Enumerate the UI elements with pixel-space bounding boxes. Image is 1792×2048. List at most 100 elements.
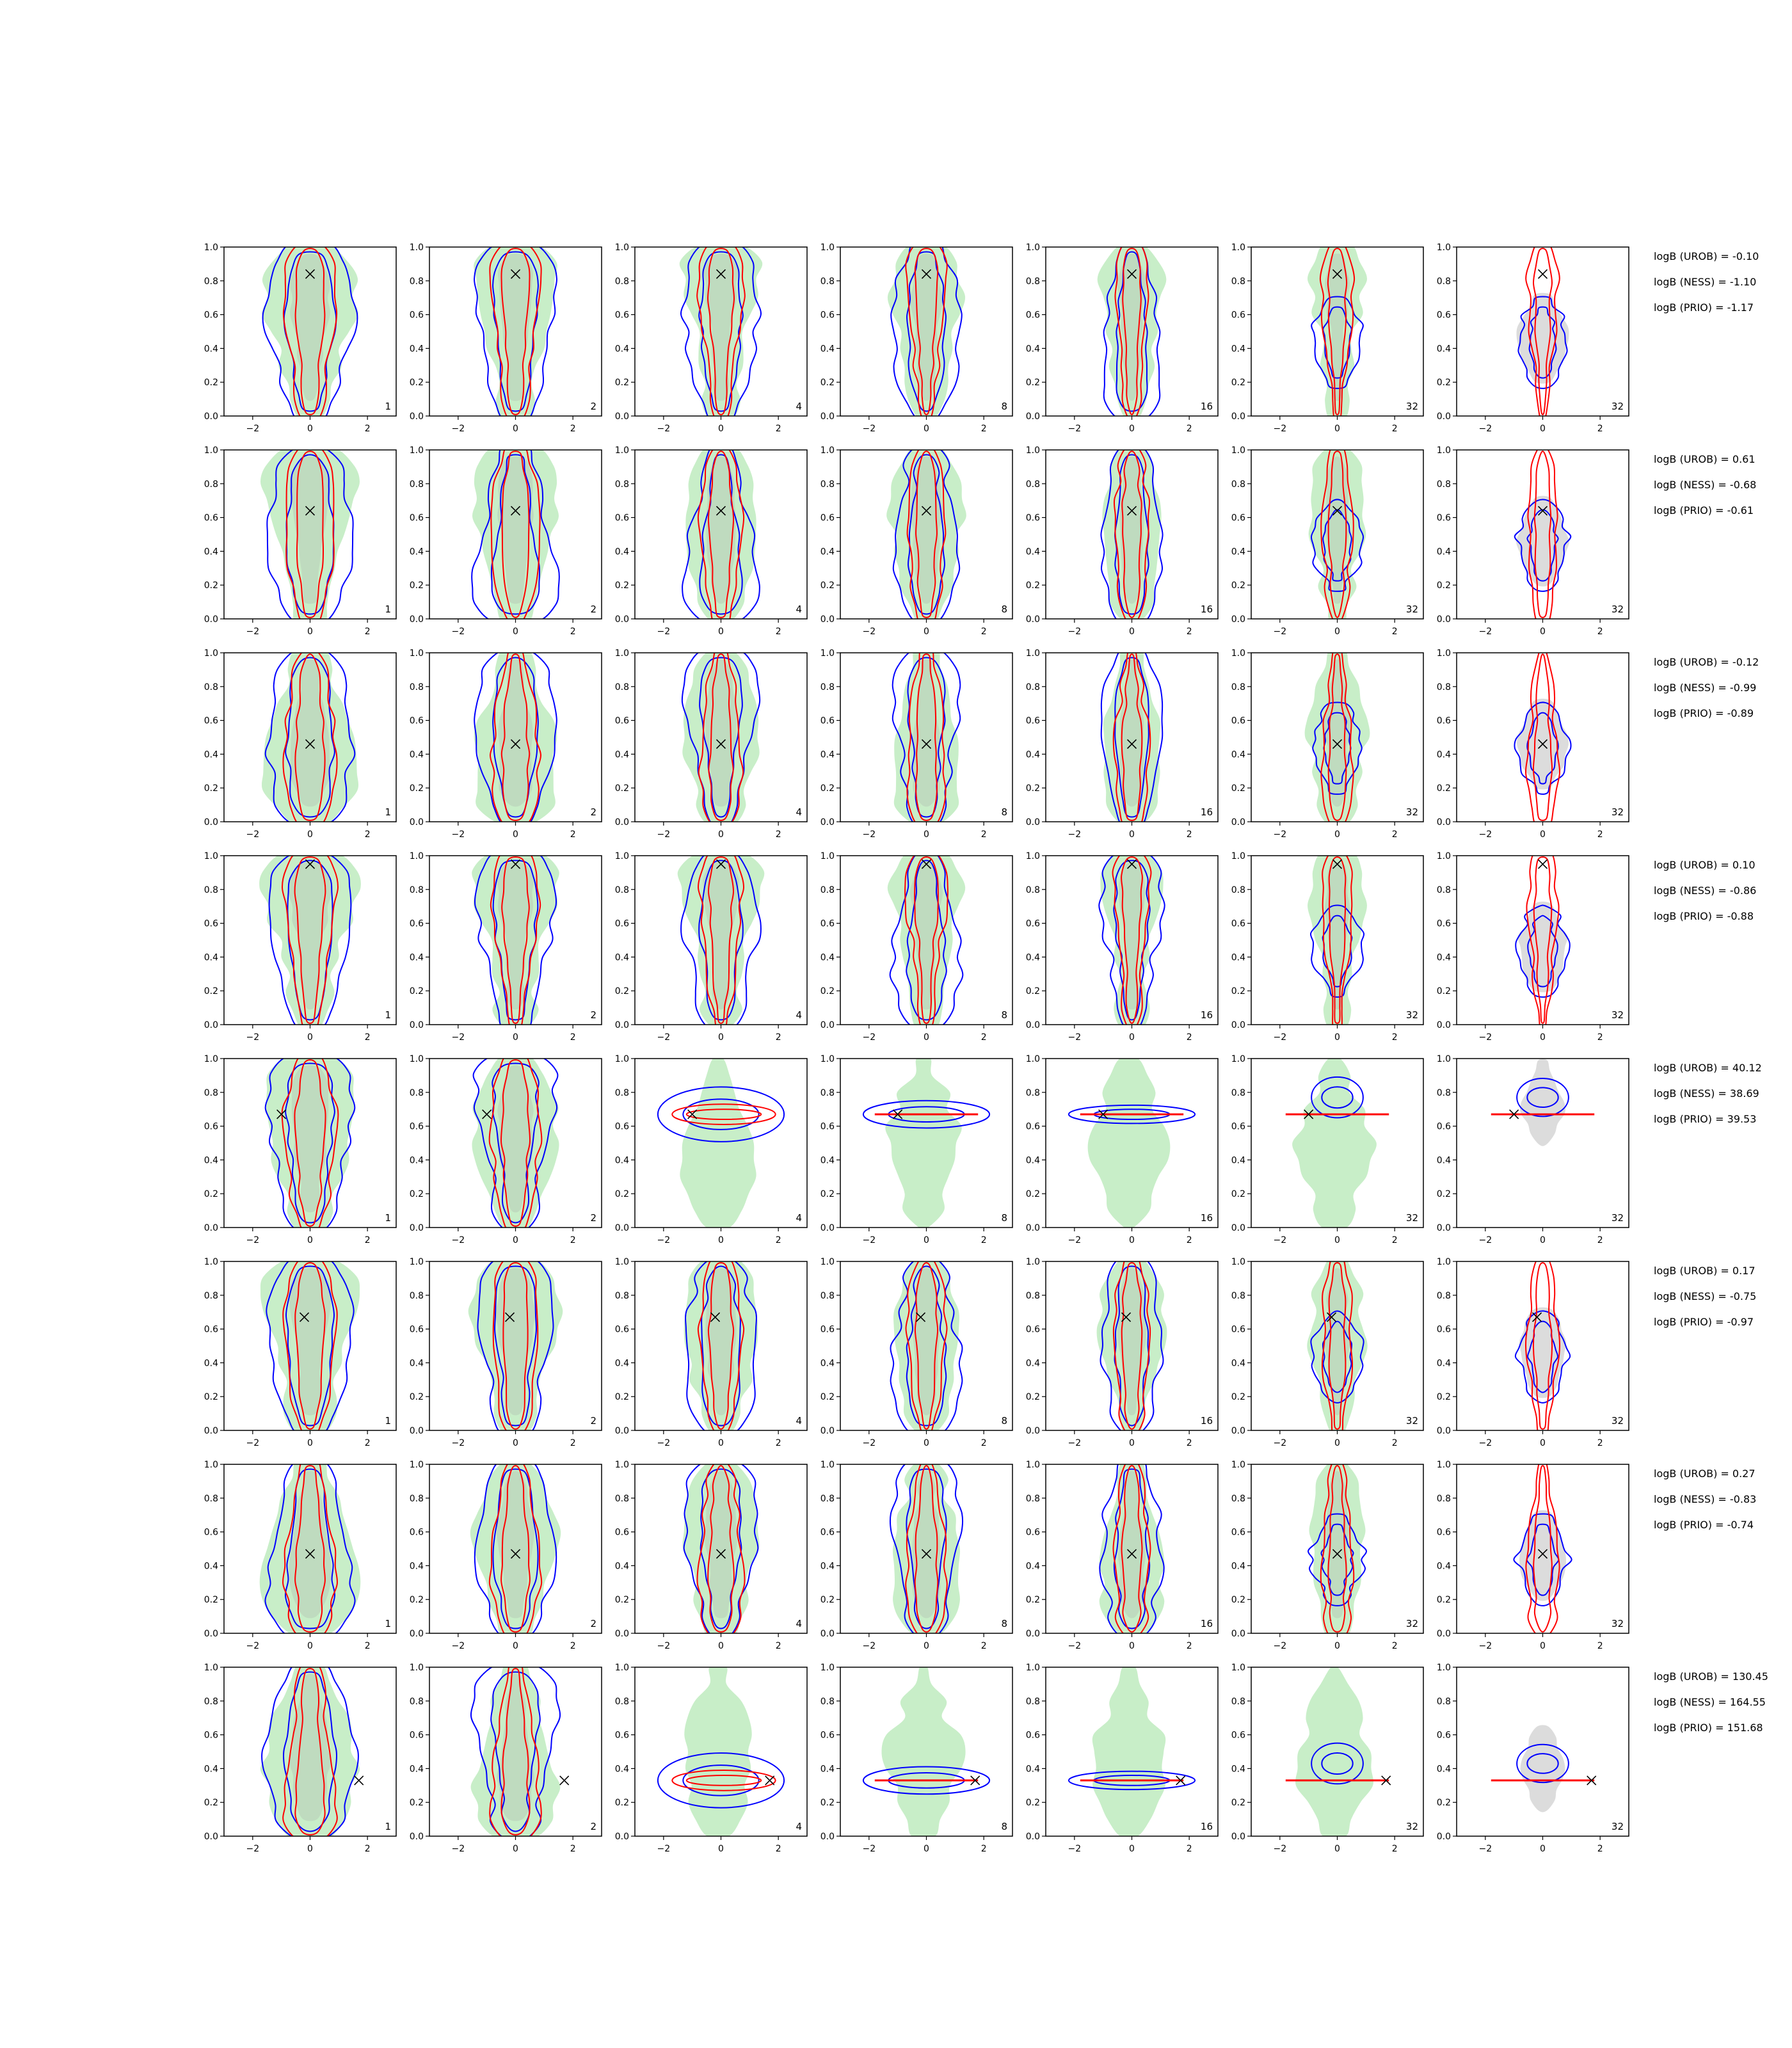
y-tick-label: 0.4 [615,952,629,963]
y-tick-label: 0.4 [204,547,218,557]
logb-annotation: logB (NESS) = -0.75 [1654,1290,1756,1302]
panel-label: 32 [1612,1618,1624,1629]
red-contour [1121,856,1143,1024]
blue-contour [490,1671,541,1832]
y-tick-label: 0.6 [204,1122,218,1132]
x-tick-label: −2 [863,1844,876,1854]
red-contour [906,450,947,619]
red-contour [1320,653,1354,822]
y-tick-label: 0.0 [1231,412,1245,422]
truth-marker [1326,1312,1337,1322]
x-tick-label: 2 [1597,829,1603,840]
panel-r4-c1: −2 0 2 0.0 0.2 0.4 0.6 0.8 1.0 1 [204,851,397,1043]
panel-r1-c1: −2 0 2 0.0 0.2 0.4 0.6 0.8 1.0 1 [204,243,397,434]
density-fill [885,1059,962,1228]
y-tick-label: 0.4 [410,1358,424,1368]
x-tick-label: 2 [1597,1844,1603,1854]
red-contour [500,1465,531,1633]
truth-marker [305,1549,316,1559]
y-tick-label: 0.0 [204,1020,218,1030]
red-contour [281,1059,339,1228]
x-tick-label: −2 [1274,1844,1287,1854]
panel-r1-c2: −2 0 2 0.0 0.2 0.4 0.6 0.8 1.0 2 [410,243,602,434]
panel-r1-c7: −2 0 2 0.0 0.2 0.4 0.6 0.8 1.0 32 [1437,243,1629,434]
contour-layer [470,1667,561,1836]
density-fill-inner [909,862,943,1010]
truth-marker [1537,1549,1548,1559]
y-tick-label: 0.0 [1231,817,1245,828]
x-tick-label: 2 [365,424,371,434]
y-tick-label: 0.8 [615,1697,629,1707]
y-tick-label: 0.8 [820,1697,835,1707]
y-tick-label: 0.4 [615,1155,629,1165]
y-tick-label: 0.4 [1231,1561,1245,1571]
y-tick-label: 0.0 [820,1426,835,1436]
contour-layer [1308,247,1367,416]
red-contour [685,1774,762,1786]
y-tick-label: 0.8 [615,885,629,895]
truth-marker [305,269,316,279]
red-contour [906,653,947,822]
y-tick-label: 0.2 [1437,1392,1451,1402]
truth-marker [1332,269,1343,279]
y-tick-label: 0.8 [1026,1697,1040,1707]
y-tick-label: 0.8 [204,682,218,692]
y-tick-label: 0.6 [615,716,629,726]
y-tick-label: 0.0 [204,412,218,422]
logb-annotation: logB (NESS) = -0.83 [1654,1493,1756,1505]
y-tick-label: 0.2 [410,580,424,591]
red-contour [488,1059,543,1228]
blue-contour [1311,1076,1364,1119]
y-tick-label: 0.6 [615,513,629,524]
red-contour [914,1465,939,1633]
x-tick-label: −2 [452,424,465,434]
y-tick-label: 0.4 [410,547,424,557]
density-fill-inner [495,1268,536,1416]
red-contour [500,653,531,821]
y-tick-label: 0.6 [1437,310,1451,321]
y-tick-label: 0.0 [820,412,835,422]
red-contour [697,1261,745,1430]
y-tick-label: 0.0 [820,1223,835,1233]
red-contour [294,1668,326,1836]
truth-marker [1332,739,1343,749]
contour-layer [1099,1464,1165,1633]
x-tick-label: 0 [1540,424,1546,434]
x-tick-label: 2 [1597,627,1603,637]
panel-r1-c4: −2 0 2 0.0 0.2 0.4 0.6 0.8 1.0 8 [820,243,1013,434]
y-tick-label: 0.6 [1437,919,1451,929]
red-contour [281,856,339,1025]
panel-r7-c2: −2 0 2 0.0 0.2 0.4 0.6 0.8 1.0 2 [410,1460,602,1651]
y-tick-label: 0.2 [410,783,424,794]
panel-label: 32 [1612,1415,1624,1427]
blue-contour [1068,1770,1196,1791]
x-tick-label: 0 [924,627,929,637]
x-tick-label: 2 [1597,1438,1603,1448]
y-tick-label: 0.8 [1437,682,1451,692]
red-contour [489,247,542,416]
y-tick-label: 0.6 [1437,716,1451,726]
y-tick-label: 0.0 [1026,1832,1040,1842]
density-fill-inner [1324,659,1351,807]
y-tick-label: 0.6 [204,1528,218,1538]
red-contour [501,856,530,1024]
density-fill-inner [498,253,533,401]
x-tick-label: −2 [863,627,876,637]
truth-marker [921,1549,932,1559]
x-tick-label: −2 [452,1844,465,1854]
contour-layer [682,450,760,619]
y-tick-label: 0.8 [1437,479,1451,490]
red-contour [1121,1465,1143,1633]
y-tick-label: 0.0 [1231,614,1245,625]
logb-annotation: logB (NESS) = -0.68 [1654,479,1756,491]
blue-contour [492,251,539,412]
panel-r2-c3: −2 0 2 0.0 0.2 0.4 0.6 0.8 1.0 4 [615,445,808,637]
y-tick-label: 1.0 [1026,648,1040,659]
y-tick-label: 0.0 [820,614,835,625]
y-tick-label: 0.8 [615,682,629,692]
y-tick-label: 0.0 [410,412,424,422]
panel-label: 32 [1406,1415,1418,1427]
panel-r8-c1: −2 0 2 0.0 0.2 0.4 0.6 0.8 1.0 1 [204,1663,397,1854]
y-tick-label: 0.4 [204,1561,218,1571]
truth-marker [1587,1775,1597,1786]
